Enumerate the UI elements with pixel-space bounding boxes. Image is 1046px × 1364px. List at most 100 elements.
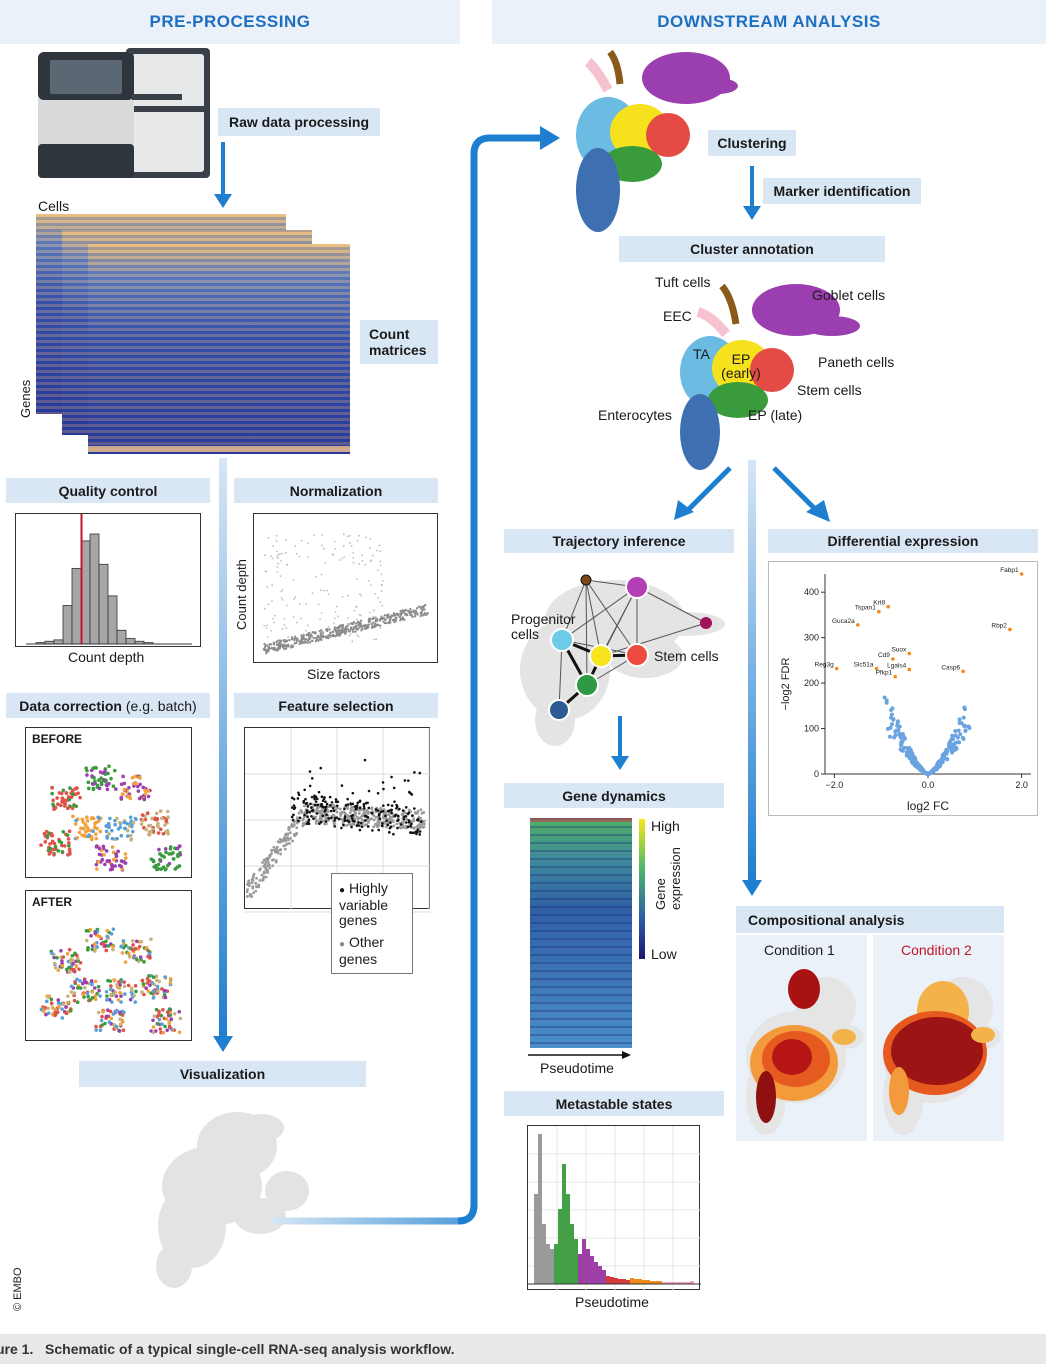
meta-bar-red [618, 1279, 622, 1284]
fs-other-gene-point [254, 889, 258, 893]
fs-hvg-point [371, 829, 374, 832]
norm-point [340, 631, 343, 634]
norm-point [358, 563, 361, 565]
batch-point [104, 998, 109, 1002]
fs-hvg-point [362, 807, 366, 810]
norm-point [265, 627, 268, 629]
fs-hvg-point [390, 804, 394, 807]
volcano-point [962, 707, 967, 712]
norm-point [341, 625, 345, 628]
volcano-point [890, 722, 895, 727]
norm-point [368, 620, 372, 623]
fs-hvg-point [418, 830, 422, 833]
fs-other-gene-point [413, 811, 417, 814]
gene-expression-axis-label: Gene expression [653, 847, 683, 910]
norm-point [361, 624, 365, 628]
fs-hvg-point [395, 803, 398, 807]
norm-point [419, 614, 422, 618]
fs-hvg-point [343, 817, 347, 820]
fs-hvg-point [374, 808, 378, 811]
batch-point [52, 841, 57, 846]
batch-point [49, 833, 54, 838]
batch-point [82, 834, 86, 838]
meta-bar-orange [642, 1280, 646, 1284]
fs-hvg-point [349, 802, 352, 805]
batch-point [151, 858, 155, 863]
batch-point [114, 994, 119, 998]
batch-point [60, 959, 64, 963]
norm-point [349, 633, 352, 635]
fs-hvg-point [310, 815, 313, 818]
caption-bar: ure 1. Schematic of a typical single-cel… [0, 1334, 1046, 1364]
fs-hvg-point [359, 821, 363, 825]
norm-point [284, 551, 287, 554]
batch-point [126, 951, 131, 956]
norm-point [346, 622, 349, 625]
fs-hvg-point [409, 824, 413, 828]
downstream-header: DOWNSTREAM ANALYSIS [492, 0, 1046, 44]
batch-point [175, 865, 180, 870]
norm-point [290, 638, 294, 641]
fs-hvg-point [377, 828, 381, 832]
batch-point [104, 989, 109, 994]
norm-point [338, 632, 341, 635]
fs-hvg-point [318, 822, 321, 826]
fs-other-gene-point [379, 806, 383, 810]
fs-hvg-point [329, 809, 333, 813]
meta-bar-green [558, 1209, 562, 1284]
batch-point [60, 796, 65, 800]
fs-other-gene-point [339, 811, 343, 815]
count-matrices-label: Count matrices [360, 320, 438, 364]
qc-bar [107, 595, 118, 645]
fs-other-gene-point [402, 811, 406, 815]
fs-other-gene-point [420, 825, 424, 829]
batch-point [136, 789, 141, 793]
meta-bar-pink [670, 1282, 674, 1284]
volcano-point [890, 706, 895, 711]
fs-hvg-point [415, 832, 418, 836]
batch-point [55, 955, 59, 960]
batch-point [67, 841, 71, 845]
fs-hvg-point [325, 813, 328, 817]
norm-point [320, 573, 323, 576]
fs-other-gene-point [254, 881, 258, 885]
batch-point [82, 979, 87, 983]
batch-point [157, 979, 162, 984]
norm-point [277, 553, 280, 556]
genes-label: Genes [18, 379, 33, 418]
batch-point [69, 795, 74, 800]
volcano-point [921, 768, 926, 773]
batch-point [60, 1007, 64, 1012]
legend-other: ● Other genes [339, 935, 411, 967]
norm-point [374, 622, 377, 626]
batch-point [76, 986, 80, 990]
batch-point [49, 1001, 54, 1005]
fs-other-gene-point [250, 895, 254, 898]
batch-point [73, 792, 78, 796]
fs-other-gene-point [248, 892, 252, 896]
fs-other-gene-point [267, 861, 270, 865]
fs-hvg-point [306, 805, 310, 808]
norm-point [378, 544, 381, 547]
norm-point [263, 642, 266, 646]
norm-point [413, 614, 417, 618]
fs-hvg-point [319, 804, 323, 807]
fs-hvg-point [395, 806, 398, 810]
fs-hvg-point [290, 815, 294, 819]
norm-point [372, 615, 375, 618]
norm-point [403, 609, 406, 613]
batch-point [110, 828, 114, 833]
norm-point [357, 635, 360, 638]
batch-point [99, 780, 104, 785]
fs-other-gene-point [251, 878, 255, 882]
norm-point [263, 607, 266, 610]
batch-point [156, 862, 161, 867]
norm-point [320, 638, 323, 642]
batch-point [118, 983, 122, 987]
meta-bar-orange [634, 1279, 638, 1284]
norm-point [334, 610, 337, 613]
batch-point [70, 806, 75, 811]
norm-point [316, 634, 320, 637]
batch-point [165, 1028, 169, 1032]
fs-hvg-point [308, 784, 312, 788]
